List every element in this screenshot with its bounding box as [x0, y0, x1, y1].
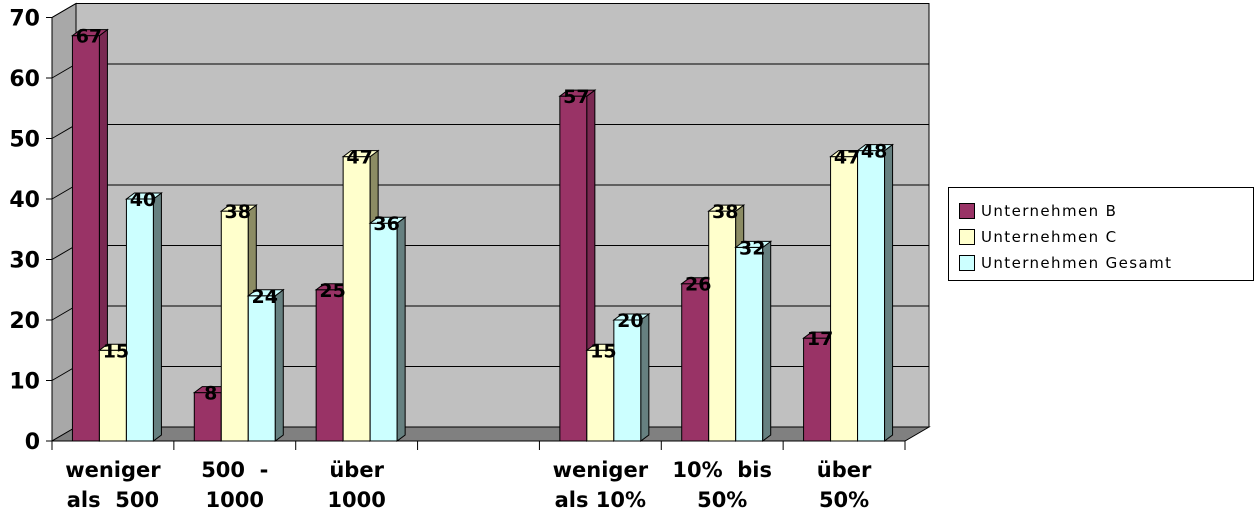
data-label: 26: [685, 274, 711, 296]
bar: [70, 28, 109, 442]
x-category-label: 50%: [819, 488, 869, 512]
x-category-label: als 10%: [555, 488, 646, 512]
bar: [734, 240, 773, 442]
legend-item-unternehmen-gesamt: Unternehmen Gesamt: [949, 250, 1253, 276]
y-tick-label: 70: [9, 7, 40, 32]
bar: [612, 313, 651, 442]
legend-label: Unternehmen B: [981, 202, 1118, 220]
y-tick-label: 20: [9, 309, 40, 334]
x-category-label: über: [817, 458, 872, 482]
bar: [368, 216, 407, 442]
data-label: 47: [834, 147, 860, 169]
gridlines: [51, 3, 929, 381]
legend-swatch-unternehmen-c: [959, 229, 975, 245]
x-category-label: als 500: [67, 488, 159, 512]
data-label: 17: [807, 328, 833, 350]
bar: [246, 288, 285, 442]
x-category-label: 10% bis: [672, 458, 772, 482]
chart-wall: [50, 2, 931, 442]
data-label: 8: [204, 383, 217, 405]
legend-item-unternehmen-b: Unternehmen B: [949, 198, 1253, 224]
x-category-label: 1000: [206, 488, 264, 512]
back-wall: [75, 3, 930, 428]
legend: Unternehmen B Unternehmen C Unternehmen …: [948, 187, 1254, 281]
gridline: [51, 3, 77, 18]
data-label: 40: [130, 189, 156, 211]
bars: [70, 28, 895, 443]
x-axis: weniger als 500 500 - 1000 über 1000 weniger al…: [51, 440, 906, 512]
data-label: 38: [225, 201, 251, 223]
data-label: 57: [563, 86, 589, 108]
data-label: 25: [319, 280, 345, 302]
y-tick-label: 60: [9, 67, 40, 92]
data-label: 38: [712, 201, 738, 223]
legend-label: Unternehmen C: [981, 228, 1118, 246]
data-label: 36: [373, 213, 399, 235]
x-category-label: weniger: [553, 458, 649, 482]
y-axis: 0 10 20 30 40 50 60 70: [9, 7, 53, 455]
y-tick-label: 10: [9, 370, 40, 395]
legend-swatch-unternehmen-b: [959, 203, 975, 219]
y-tick-label: 50: [9, 128, 40, 153]
legend-swatch-unternehmen-gesamt: [959, 255, 975, 271]
data-label: 67: [76, 26, 102, 48]
x-category-label: 500 -: [201, 458, 268, 482]
floor: [50, 426, 931, 442]
bar: [558, 89, 597, 442]
data-label: 15: [103, 340, 129, 362]
data-label: 32: [739, 237, 765, 259]
bar: [124, 192, 163, 442]
x-category-label: 50%: [697, 488, 747, 512]
y-tick-label: 40: [9, 188, 40, 213]
y-tick-label: 30: [9, 249, 40, 274]
legend-item-unternehmen-c: Unternehmen C: [949, 224, 1253, 250]
data-label: 15: [590, 340, 616, 362]
y-tick-label: 0: [25, 430, 40, 455]
data-label: 47: [346, 147, 372, 169]
data-label: 24: [252, 286, 278, 308]
bar: [856, 143, 895, 442]
x-category-label: 1000: [327, 488, 385, 512]
legend-label: Unternehmen Gesamt: [981, 254, 1173, 272]
x-category-label: weniger: [65, 458, 161, 482]
data-label: 48: [861, 141, 887, 163]
data-label: 20: [617, 310, 643, 332]
x-category-label: über: [329, 458, 384, 482]
